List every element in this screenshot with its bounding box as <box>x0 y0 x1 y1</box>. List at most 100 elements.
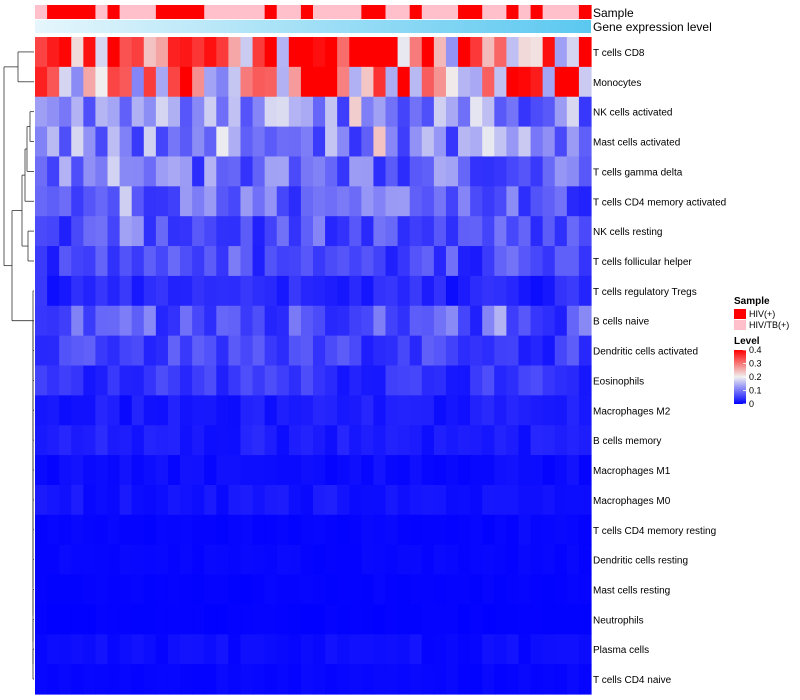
sample-annotation-cell <box>288 5 302 19</box>
heatmap-cell <box>264 96 278 128</box>
heatmap-cell <box>119 156 133 187</box>
heatmap-cell <box>71 484 84 516</box>
heatmap-cell <box>494 305 507 337</box>
heatmap-cell <box>470 604 483 635</box>
heatmap-cell <box>361 574 375 606</box>
sample-annotation-cell <box>119 5 133 19</box>
heatmap-cell <box>83 246 97 277</box>
heatmap-cell <box>458 484 471 516</box>
heatmap-cell <box>180 37 193 68</box>
heatmap-cell <box>35 604 48 635</box>
legend-level-tick-label: 0.2 <box>749 372 762 382</box>
heatmap-cell <box>216 574 229 606</box>
heatmap-cell <box>300 126 314 158</box>
heatmap-cell <box>482 126 495 158</box>
heatmap-cell <box>325 604 338 635</box>
heatmap-cell <box>433 37 447 68</box>
heatmap-cell <box>143 156 157 187</box>
heatmap-cell <box>155 484 169 516</box>
sample-annotation-cell <box>167 5 181 19</box>
heatmap-cell <box>421 246 435 277</box>
heatmap-cell <box>506 246 520 277</box>
heatmap-cell <box>494 66 507 98</box>
heatmap-cell <box>131 246 145 277</box>
row-label: NK cells activated <box>593 108 672 119</box>
heatmap-cell <box>107 425 121 456</box>
heatmap-cell <box>445 305 459 337</box>
heatmap-cell <box>445 37 459 68</box>
heatmap-cell <box>204 664 217 695</box>
heatmap-cell <box>240 514 254 546</box>
heatmap-cell <box>71 186 84 217</box>
heatmap-cell <box>482 544 495 576</box>
heatmap-cell <box>337 514 350 546</box>
heatmap-cell <box>276 96 290 128</box>
heatmap-cell <box>131 66 145 98</box>
heatmap-cell <box>204 275 217 307</box>
heatmap-cell <box>59 335 72 367</box>
heatmap-cell <box>143 275 157 307</box>
heatmap-cell <box>458 37 471 68</box>
heatmap-cell <box>300 604 314 635</box>
heatmap-cell <box>542 604 556 635</box>
heatmap-cell <box>143 186 157 217</box>
heatmap-cell <box>578 186 592 217</box>
heatmap-cell <box>83 37 97 68</box>
heatmap-cell <box>530 455 544 486</box>
heatmap-cell <box>325 275 338 307</box>
heatmap-cell <box>204 186 217 217</box>
heatmap-cell <box>313 156 326 187</box>
heatmap-cell <box>445 544 459 576</box>
heatmap-cell <box>554 156 568 187</box>
heatmap-cell <box>566 335 580 367</box>
heatmap-cell <box>300 574 314 606</box>
heatmap-cell <box>95 186 109 217</box>
heatmap-cell <box>131 156 145 187</box>
heatmap-cell <box>433 246 447 277</box>
heatmap-cell <box>252 305 266 337</box>
heatmap-cell <box>216 37 229 68</box>
sample-annotation-cell <box>71 5 84 19</box>
heatmap-cell <box>192 66 205 98</box>
heatmap-cell <box>167 246 181 277</box>
sample-annotation-cell <box>518 5 532 19</box>
heatmap-cell <box>300 246 314 277</box>
heatmap-cell <box>95 634 109 665</box>
heatmap-cell <box>421 544 435 576</box>
heatmap-cell <box>530 96 544 128</box>
sample-annotation-cell <box>566 5 580 19</box>
heatmap-cell <box>300 156 314 187</box>
heatmap-cell <box>300 455 314 486</box>
heatmap-cell <box>445 66 459 98</box>
heatmap-cell <box>204 484 217 516</box>
heatmap-cell <box>143 634 157 665</box>
heatmap-cell <box>167 664 181 695</box>
heatmap-cell <box>325 574 338 606</box>
heatmap-cell <box>155 574 169 606</box>
heatmap-cell <box>313 246 326 277</box>
heatmap-cell <box>542 186 556 217</box>
heatmap-cell <box>240 335 254 367</box>
sample-annotation-cell <box>506 5 520 19</box>
row-label: Dendritic cells resting <box>593 556 688 567</box>
heatmap-cell <box>542 96 556 128</box>
heatmap-cell <box>313 634 326 665</box>
heatmap-cell <box>409 604 423 635</box>
heatmap-cell <box>155 544 169 576</box>
heatmap-cell <box>192 574 205 606</box>
heatmap-cell <box>204 574 217 606</box>
heatmap-cell <box>482 664 495 695</box>
heatmap-cell <box>119 216 133 247</box>
heatmap-cell <box>373 544 387 576</box>
heatmap-cell <box>349 455 362 486</box>
heatmap-cell <box>313 455 326 486</box>
heatmap-cell <box>300 365 314 396</box>
heatmap-cell <box>71 604 84 635</box>
heatmap-cell <box>47 574 60 606</box>
heatmap-cell <box>252 186 266 217</box>
heatmap-cell <box>252 425 266 456</box>
heatmap-cell <box>252 365 266 396</box>
heatmap-cell <box>397 514 411 546</box>
heatmap-cell <box>47 305 60 337</box>
heatmap-cell <box>482 365 495 396</box>
